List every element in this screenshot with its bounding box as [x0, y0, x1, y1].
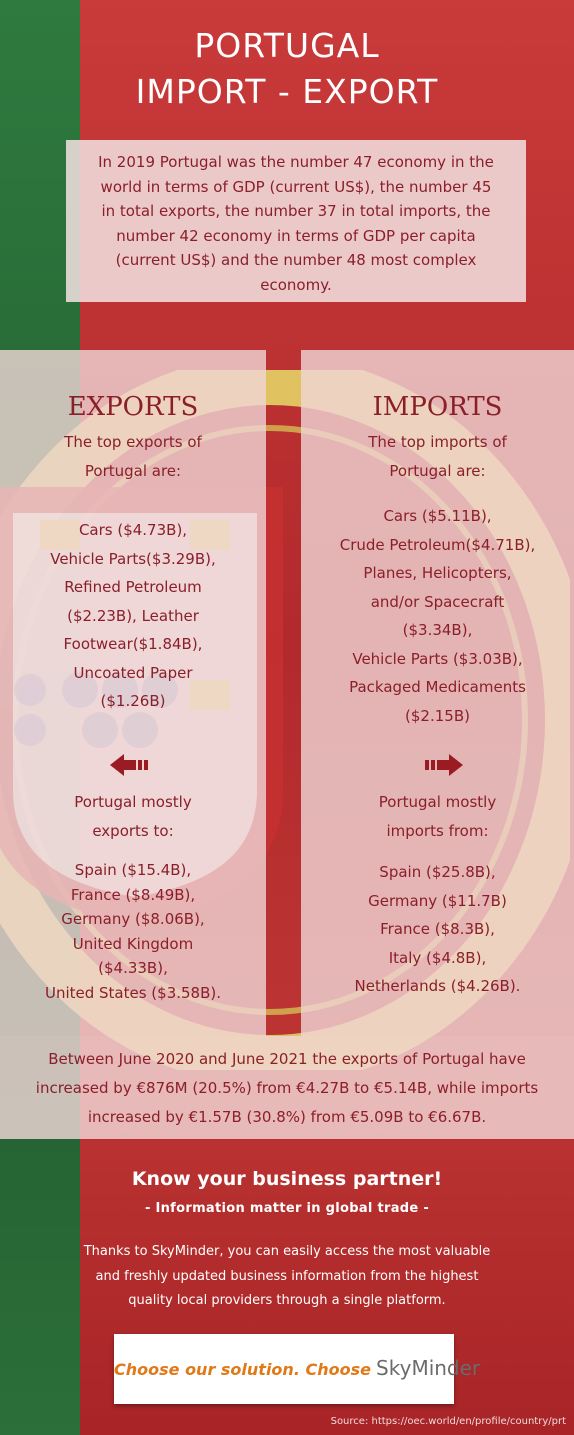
summary-line: Between June 2020 and June 2021 the expo… — [48, 1050, 526, 1068]
cta-title: Know your business partner! — [131, 1168, 443, 1190]
exports-product-line: Footwear($1.84B), — [63, 635, 203, 653]
exports-heading: EXPORTS — [67, 392, 199, 422]
summary-line: increased by €1.57B (30.8%) from €5.09B … — [87, 1108, 487, 1126]
page-title-line-2: IMPORT - EXPORT — [135, 72, 439, 111]
imports-product-line: Planes, Helicopters, — [363, 564, 512, 582]
exports-destination-line: United States ($3.58B). — [44, 983, 222, 1002]
imports-subheading-line: The top imports of — [368, 433, 507, 451]
imports-origin-line: Spain ($25.8B), — [379, 863, 496, 881]
logo-brand: SkyMinder — [376, 1356, 481, 1380]
imports-subheading-line: Portugal are: — [389, 461, 486, 480]
cta-body-line: Thanks to SkyMinder, you can easily acce… — [83, 1244, 491, 1259]
exports-product-line: Cars ($4.73B), — [78, 521, 188, 539]
exports-subheading-line: Portugal are: — [84, 461, 182, 480]
exports-subheading-line: The top exports of — [64, 433, 202, 451]
exports-destinations: Spain ($15.4B), France ($8.49B), Germany… — [0, 858, 266, 1005]
imports-product-line: Vehicle Parts ($3.03B), — [352, 649, 523, 668]
exports-destinations-heading-line: Portugal mostly — [74, 793, 192, 811]
source-link[interactable]: Source: https://oec.world/en/profile/cou… — [330, 1416, 566, 1427]
skyminder-banner[interactable]: Choose our solution. Choose SkyMinder — [114, 1334, 480, 1404]
imports-product-line: Cars ($5.11B), — [383, 507, 492, 525]
summary-line: increased by €876M (20.5%) from €4.27B t… — [35, 1079, 539, 1097]
exports-destination-line: France ($8.49B), — [70, 885, 196, 904]
imports-origins: Spain ($25.8B), Germany ($11.7B) France … — [301, 858, 574, 1001]
imports-products: Cars ($5.11B), Crude Petroleum($4.71B), … — [301, 502, 574, 730]
exports-destinations-heading: Portugal mostly exports to: — [0, 788, 266, 845]
imports-product-line: Crude Petroleum($4.71B), — [339, 535, 536, 554]
imports-origins-heading-line: imports from: — [386, 821, 489, 840]
intro-line: In 2019 Portugal was the number 47 econo… — [98, 153, 494, 171]
imports-origin-line: Germany ($11.7B) — [368, 891, 507, 910]
cta-subtitle: - Information matter in global trade - — [144, 1201, 430, 1216]
cta-body: Thanks to SkyMinder, you can easily acce… — [50, 1240, 524, 1314]
exports-panel: EXPORTS The top exports of Portugal are:… — [0, 350, 266, 1036]
intro-line: in total exports, the number 37 in total… — [101, 202, 491, 220]
intro-line: economy. — [260, 275, 332, 294]
arrow-right-icon — [425, 754, 463, 776]
imports-origin-line: Italy ($4.8B), — [388, 948, 487, 967]
exports-destination-line: Spain ($15.4B), — [74, 861, 192, 879]
trade-summary: Between June 2020 and June 2021 the expo… — [0, 1036, 574, 1139]
intro-box: In 2019 Portugal was the number 47 econo… — [66, 140, 526, 302]
exports-destination-line: ($4.33B), — [98, 959, 168, 977]
imports-heading: IMPORTS — [372, 392, 503, 422]
exports-destination-line: United Kingdom — [72, 934, 194, 953]
imports-panel: IMPORTS The top imports of Portugal are:… — [301, 350, 574, 1036]
exports-products: Cars ($4.73B), Vehicle Parts($3.29B), Re… — [0, 516, 266, 716]
imports-origins-heading: Portugal mostly imports from: — [301, 788, 574, 845]
exports-destination-line: Germany ($8.06B), — [61, 910, 205, 928]
exports-product-line: ($1.26B) — [100, 692, 166, 710]
exports-product-line: Uncoated Paper — [73, 663, 193, 682]
exports-product-line: Vehicle Parts($3.29B), — [50, 549, 216, 568]
arrow-left-icon — [110, 754, 148, 776]
imports-origins-heading-line: Portugal mostly — [378, 793, 497, 811]
imports-subheading: The top imports of Portugal are: — [301, 428, 574, 485]
intro-line: (current US$) and the number 48 most com… — [115, 251, 477, 269]
skyminder-logo: Choose our solution. Choose SkyMinder — [114, 1356, 480, 1380]
exports-product-line: Refined Petroleum — [64, 578, 202, 596]
intro-line: number 42 economy in terms of GDP per ca… — [116, 226, 476, 245]
exports-product-line: ($2.23B), Leather — [67, 606, 199, 625]
imports-origin-line: Netherlands ($4.26B). — [354, 977, 521, 995]
cta-body-line: quality local providers through a single… — [128, 1293, 446, 1308]
logo-slogan: Choose our solution. Choose — [114, 1360, 371, 1379]
imports-product-line: ($2.15B) — [405, 706, 470, 725]
exports-destinations-heading-line: exports to: — [92, 821, 174, 840]
cta-body-line: and freshly updated business information… — [95, 1268, 479, 1284]
imports-product-line: and/or Spacecraft — [370, 592, 505, 611]
exports-subheading: The top exports of Portugal are: — [0, 428, 266, 485]
imports-origin-line: France ($8.3B), — [380, 920, 495, 938]
page-title-line-1: PORTUGAL — [194, 26, 380, 65]
intro-line: world in terms of GDP (current US$), the… — [100, 177, 492, 196]
imports-product-line: ($3.34B), — [402, 621, 473, 639]
imports-product-line: Packaged Medicaments — [349, 678, 526, 696]
